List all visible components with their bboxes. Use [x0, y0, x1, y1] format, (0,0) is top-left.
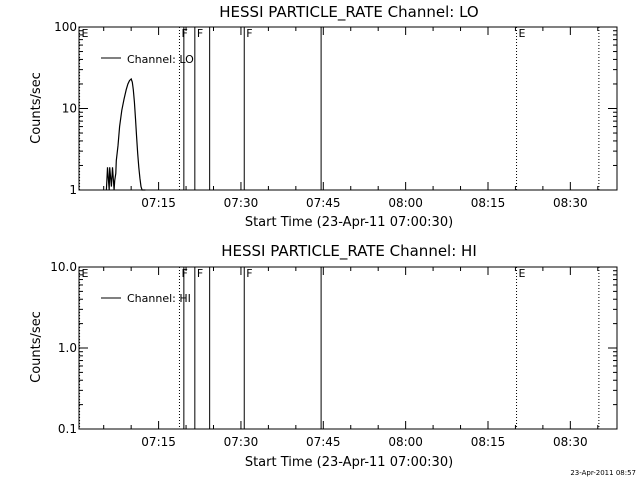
x-tick-label: 08:15 — [471, 196, 506, 210]
y-tick-label: 100 — [54, 20, 77, 34]
legend-label: Channel: HI — [127, 292, 191, 305]
hi-channel-panel: HESSI PARTICLE_RATE Channel: HI Start Ti… — [29, 242, 618, 470]
y-axis-label: Counts/sec — [29, 72, 44, 144]
x-axis-label: Start Time (23-Apr-11 07:00:30) — [245, 215, 453, 230]
lo-channel-panel: HESSI PARTICLE_RATE Channel: LO Start Ti… — [29, 3, 618, 230]
x-tick-label: 08:00 — [388, 435, 423, 449]
y-tick-label: 0.1 — [58, 422, 77, 436]
x-tick-label: 08:30 — [553, 435, 588, 449]
event-marker-label: F — [246, 27, 252, 40]
y-tick-label: 1.0 — [58, 341, 77, 355]
x-axis-label: Start Time (23-Apr-11 07:00:30) — [245, 455, 453, 470]
y-tick-label: 1 — [69, 183, 77, 197]
x-tick-label: 07:45 — [306, 435, 341, 449]
event-marker-label: F — [197, 267, 203, 280]
event-marker-label: F — [181, 27, 187, 40]
y-tick-label: 10 — [62, 102, 77, 116]
event-marker-label: E — [82, 267, 89, 280]
x-tick-label: 08:15 — [471, 435, 506, 449]
timestamp-label: 23-Apr-2011 08:57 — [570, 469, 636, 477]
event-marker-label: E — [519, 267, 526, 280]
x-tick-label: 07:30 — [224, 435, 259, 449]
x-tick-label: 07:15 — [141, 196, 176, 210]
x-tick-label: 07:30 — [224, 196, 259, 210]
x-tick-label: 07:45 — [306, 196, 341, 210]
event-marker-label: F — [246, 267, 252, 280]
event-marker-label: F — [197, 27, 203, 40]
y-axis-label: Counts/sec — [29, 311, 44, 383]
event-marker-label: E — [519, 27, 526, 40]
event-marker-label: F — [181, 267, 187, 280]
series-line — [105, 77, 146, 191]
plot-frame — [78, 26, 618, 191]
y-tick-label: 10.0 — [50, 260, 77, 274]
x-tick-label: 07:15 — [141, 435, 176, 449]
x-tick-label: 08:00 — [388, 196, 423, 210]
chart-title: HESSI PARTICLE_RATE Channel: HI — [221, 242, 477, 261]
event-marker-label: E — [82, 27, 89, 40]
x-tick-label: 08:30 — [553, 196, 588, 210]
chart-title: HESSI PARTICLE_RATE Channel: LO — [219, 3, 478, 22]
legend-label: Channel: LO — [127, 53, 194, 66]
